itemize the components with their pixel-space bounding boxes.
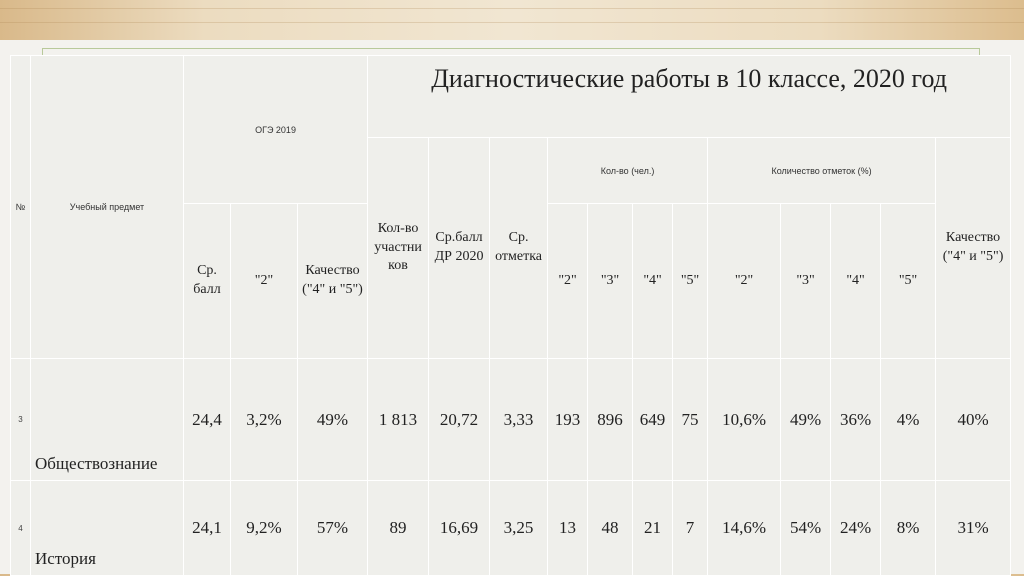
cell-participants: 89 bbox=[367, 480, 430, 576]
cell-pct-5: 8% bbox=[880, 480, 937, 576]
header-pct-5: "5" bbox=[880, 203, 937, 359]
cell-count-4: 649 bbox=[632, 358, 674, 481]
header-oge-avg: Ср. балл bbox=[183, 203, 231, 359]
header-oge-quality: Качество ("4" и "5") bbox=[296, 203, 369, 359]
results-table: № Учебный предмет ОГЭ 2019 Диагностическ… bbox=[10, 55, 1012, 576]
cell-pct-2: 10,6% bbox=[707, 358, 782, 481]
cell-oge-quality: 49% bbox=[296, 358, 369, 481]
cell-count-3: 48 bbox=[587, 480, 634, 576]
cell-count-5: 7 bbox=[672, 480, 709, 576]
cell-participants: 1 813 bbox=[367, 358, 430, 481]
cell-oge-avg: 24,1 bbox=[183, 480, 231, 576]
table-row: 3 Обществознание 24,4 3,2% 49% 1 813 20,… bbox=[10, 358, 1012, 481]
header-count-group: Кол-во (чел.) bbox=[547, 137, 709, 204]
header-count-4: "4" bbox=[632, 203, 674, 359]
cell-count-5: 75 bbox=[672, 358, 709, 481]
header-count-5: "5" bbox=[672, 203, 709, 359]
header-pct-4: "4" bbox=[830, 203, 882, 359]
header-participants: Кол-во участни ков bbox=[367, 137, 430, 359]
header-oge: ОГЭ 2019 bbox=[182, 55, 369, 204]
table-row: 4 История 24,1 9,2% 57% 89 16,69 3,25 13… bbox=[10, 480, 1012, 576]
row-num: 4 bbox=[10, 480, 31, 576]
cell-count-2: 193 bbox=[547, 358, 589, 481]
row-num: 3 bbox=[10, 358, 31, 481]
cell-oge-avg: 24,4 bbox=[183, 358, 231, 481]
header-subject: Учебный предмет bbox=[30, 55, 184, 359]
cell-pct-2: 14,6% bbox=[707, 480, 782, 576]
row-subject: История bbox=[30, 480, 184, 576]
cell-avg-mark: 3,25 bbox=[489, 480, 549, 576]
header-quality: Качество ("4" и "5") bbox=[935, 137, 1012, 359]
cell-quality: 40% bbox=[935, 358, 1012, 481]
cell-count-2: 13 bbox=[547, 480, 589, 576]
header-avg-score: Ср.балл ДР 2020 bbox=[428, 137, 491, 359]
header-count-3: "3" bbox=[587, 203, 634, 359]
cell-pct-4: 24% bbox=[830, 480, 882, 576]
cell-count-4: 21 bbox=[632, 480, 674, 576]
cell-pct-3: 49% bbox=[780, 358, 832, 481]
header-pct-2: "2" bbox=[707, 203, 782, 359]
cell-avg-mark: 3,33 bbox=[489, 358, 549, 481]
slide-frame bbox=[42, 48, 980, 59]
cell-oge-2: 9,2% bbox=[230, 480, 298, 576]
cell-pct-3: 54% bbox=[780, 480, 832, 576]
cell-count-3: 896 bbox=[587, 358, 634, 481]
header-avg-mark: Ср. отметка bbox=[489, 137, 549, 359]
cell-pct-5: 4% bbox=[880, 358, 937, 481]
wood-grain bbox=[0, 22, 1024, 23]
header-oge-2: "2" bbox=[230, 203, 298, 359]
header-count-2: "2" bbox=[547, 203, 589, 359]
cell-avg-score: 16,69 bbox=[428, 480, 491, 576]
row-subject: Обществознание bbox=[30, 358, 184, 481]
cell-oge-2: 3,2% bbox=[230, 358, 298, 481]
cell-quality: 31% bbox=[935, 480, 1012, 576]
wood-grain bbox=[0, 8, 1024, 9]
header-pct-group: Количество отметок (%) bbox=[707, 137, 937, 204]
cell-pct-4: 36% bbox=[830, 358, 882, 481]
page-title: Диагностические работы в 10 классе, 2020… bbox=[367, 55, 1012, 138]
header-pct-3: "3" bbox=[780, 203, 832, 359]
header-num: № bbox=[10, 55, 31, 359]
cell-avg-score: 20,72 bbox=[428, 358, 491, 481]
cell-oge-quality: 57% bbox=[296, 480, 369, 576]
